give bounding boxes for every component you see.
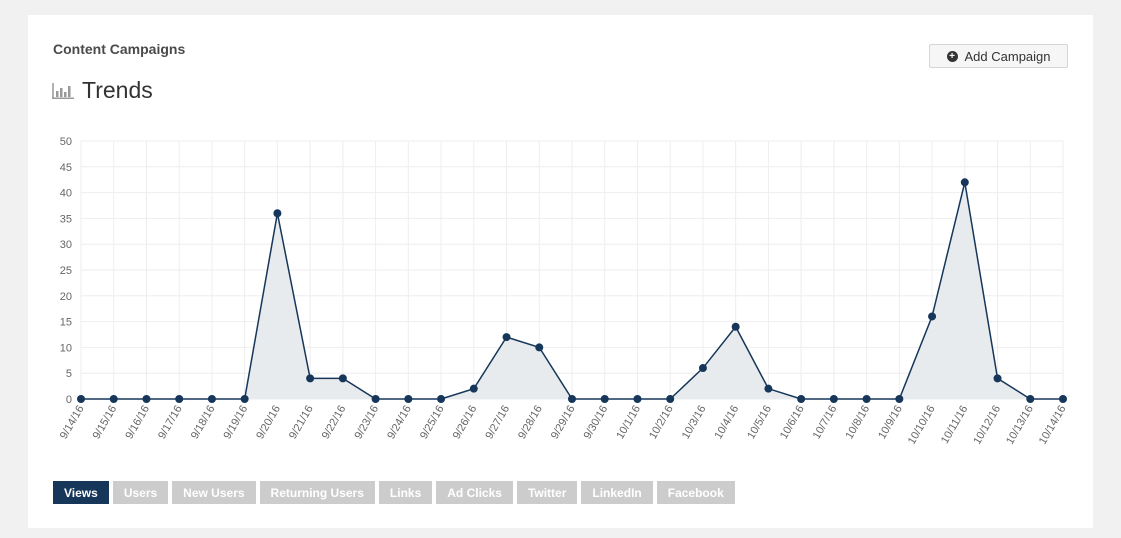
x-tick-label: 9/18/16	[189, 404, 218, 442]
data-point	[535, 343, 544, 352]
x-tick-label: 9/26/16	[451, 404, 480, 442]
x-tick-label: 10/1/16	[614, 404, 643, 442]
x-tick-label: 9/24/16	[385, 404, 414, 442]
add-campaign-label: Add Campaign	[964, 48, 1051, 64]
data-point	[568, 395, 576, 403]
y-tick-label: 25	[60, 265, 72, 277]
bar-chart-icon	[52, 82, 74, 99]
y-tick-label: 30	[60, 239, 72, 251]
x-tick-label: 10/5/16	[745, 404, 774, 442]
data-point	[1026, 395, 1035, 403]
tab-links[interactable]: Links	[378, 481, 433, 504]
data-point	[764, 384, 773, 393]
data-point	[600, 395, 609, 403]
x-tick-label: 9/27/16	[483, 404, 512, 442]
data-point	[960, 178, 969, 187]
metric-tabs: Views Users New Users Returning Users Links A…	[53, 481, 735, 504]
x-tick-label: 9/28/16	[516, 404, 545, 442]
y-tick-label: 40	[60, 188, 72, 200]
data-point	[109, 395, 118, 403]
x-tick-label: 10/7/16	[811, 404, 840, 442]
x-tick-label: 10/13/16	[1004, 403, 1036, 446]
y-tick-label: 50	[60, 136, 72, 148]
x-tick-label: 10/12/16	[971, 404, 1003, 447]
x-tick-label: 9/17/16	[156, 404, 185, 442]
x-tick-label: 10/8/16	[843, 404, 872, 442]
data-point	[502, 333, 511, 342]
data-point	[371, 395, 380, 403]
x-tick-label: 9/20/16	[254, 404, 283, 442]
trends-title: Trends	[82, 77, 153, 103]
data-point	[175, 395, 184, 403]
tab-views[interactable]: Views	[53, 481, 109, 504]
tab-linkedin[interactable]: LinkedIn	[581, 481, 653, 504]
tab-returning-users[interactable]: Returning Users	[259, 481, 375, 504]
tab-ad-clicks[interactable]: Ad Clicks	[436, 481, 513, 504]
data-point	[142, 395, 151, 403]
x-tick-label: 9/22/16	[320, 404, 349, 442]
tab-users[interactable]: Users	[112, 481, 169, 504]
data-point	[666, 395, 675, 403]
tab-facebook[interactable]: Facebook	[656, 481, 735, 504]
series-area	[81, 182, 1063, 399]
data-point	[404, 395, 413, 403]
x-tick-label: 9/30/16	[582, 404, 611, 442]
tab-twitter[interactable]: Twitter	[516, 481, 578, 504]
x-tick-label: 9/21/16	[287, 404, 316, 442]
x-tick-label: 10/10/16	[906, 404, 938, 447]
campaign-card: Content Campaigns + Add Campaign Trends …	[28, 15, 1093, 528]
data-point	[469, 384, 478, 393]
tab-new-users[interactable]: New Users	[172, 481, 256, 504]
y-tick-label: 35	[60, 213, 72, 225]
data-point	[240, 395, 249, 403]
data-point	[698, 364, 707, 373]
y-tick-label: 10	[60, 342, 72, 354]
data-point	[829, 395, 838, 403]
x-tick-label: 9/25/16	[418, 404, 447, 442]
y-tick-label: 20	[60, 291, 72, 303]
x-tick-label: 9/14/16	[58, 404, 87, 442]
data-point	[1059, 395, 1067, 403]
x-tick-label: 10/9/16	[876, 404, 905, 442]
x-tick-label: 9/15/16	[91, 404, 120, 442]
x-tick-label: 10/14/16	[1037, 404, 1069, 447]
y-tick-label: 15	[60, 317, 72, 329]
data-point	[993, 374, 1002, 383]
plus-circle-icon: +	[946, 50, 958, 62]
x-tick-label: 9/23/16	[352, 404, 381, 442]
x-tick-label: 10/11/16	[939, 404, 970, 446]
data-point	[306, 374, 315, 383]
data-point	[895, 395, 904, 403]
x-tick-label: 10/3/16	[680, 404, 709, 442]
y-tick-label: 0	[66, 394, 72, 406]
data-point	[437, 395, 446, 403]
x-tick-label: 10/6/16	[778, 404, 807, 442]
data-point	[207, 395, 216, 403]
x-tick-label: 10/2/16	[647, 404, 676, 442]
trends-chart: 0 5 10 15 20 25 30 35 40 45 50 9/14/16 9/15/16 9/16/1…	[58, 136, 1069, 447]
x-tick-label: 9/29/16	[549, 404, 578, 442]
y-tick-label: 5	[66, 368, 72, 380]
section-title: Content Campaigns	[53, 41, 186, 57]
data-point	[731, 322, 740, 331]
data-point	[797, 395, 806, 403]
x-tick-label: 9/19/16	[222, 404, 251, 442]
x-tick-label: 9/16/16	[123, 404, 152, 442]
trends-header: Trends	[52, 77, 153, 104]
data-point	[862, 395, 871, 403]
data-point	[928, 312, 937, 321]
data-point	[338, 374, 347, 383]
x-tick-label: 10/4/16	[713, 404, 742, 442]
y-tick-label: 45	[60, 162, 72, 174]
data-point	[273, 209, 282, 218]
data-point	[633, 395, 642, 403]
data-point	[77, 395, 85, 403]
add-campaign-button[interactable]: + Add Campaign	[929, 44, 1068, 68]
